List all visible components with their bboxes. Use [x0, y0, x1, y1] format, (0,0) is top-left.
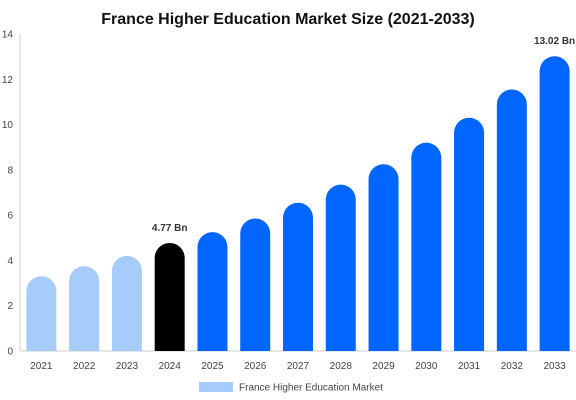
- bar-2031[interactable]: [454, 117, 485, 352]
- legend-label: France Higher Education Market: [239, 383, 383, 394]
- x-tick-label: 2028: [330, 361, 353, 372]
- bar-2022[interactable]: [69, 266, 100, 351]
- x-axis-ticks: 2021 2022 2023 2024 2025 2026 2027 2028 2029 2030…: [30, 361, 566, 372]
- y-tick-label: 6: [7, 211, 13, 222]
- x-tick-label: 2023: [116, 361, 139, 372]
- legend[interactable]: France Higher Education Market: [199, 382, 383, 394]
- y-tick-label: 12: [2, 75, 14, 86]
- y-tick-label: 14: [2, 30, 14, 41]
- chart-title: France Higher Education Market Size (202…: [101, 11, 474, 28]
- x-tick-label: 2024: [159, 361, 182, 372]
- x-tick-label: 2029: [372, 361, 395, 372]
- y-tick-label: 2: [7, 301, 13, 312]
- x-tick-label: 2022: [73, 361, 96, 372]
- bar-2030[interactable]: [411, 142, 442, 351]
- bar-2032[interactable]: [496, 89, 527, 351]
- bar-2026[interactable]: [240, 218, 271, 351]
- x-tick-label: 2031: [458, 361, 481, 372]
- y-tick-label: 10: [2, 120, 14, 131]
- y-tick-label: 4: [7, 256, 13, 267]
- bar-2027[interactable]: [283, 202, 313, 351]
- bar-2033[interactable]: [539, 56, 570, 351]
- x-tick-label: 2021: [30, 361, 53, 372]
- x-tick-label: 2032: [501, 361, 524, 372]
- bar-2028[interactable]: [325, 184, 356, 351]
- data-label-2024: 4.77 Bn: [152, 223, 188, 234]
- x-tick-label: 2027: [287, 361, 310, 372]
- data-label-2033: 13.02 Bn: [534, 36, 575, 47]
- bar-2029[interactable]: [368, 164, 399, 351]
- bar-2021[interactable]: [26, 276, 57, 351]
- y-axis-ticks: 0 2 4 6 8 10 12 14: [2, 30, 14, 358]
- y-tick-label: 8: [7, 165, 13, 176]
- legend-swatch: [199, 382, 233, 392]
- x-tick-label: 2033: [543, 361, 566, 372]
- data-labels: 4.77 Bn 13.02 Bn: [152, 36, 575, 234]
- x-tick-label: 2026: [244, 361, 267, 372]
- bar-2024[interactable]: [154, 242, 185, 351]
- y-tick-label: 0: [7, 347, 13, 358]
- bar-2025[interactable]: [197, 232, 228, 351]
- bar-2023[interactable]: [111, 255, 142, 351]
- x-tick-label: 2030: [415, 361, 438, 372]
- x-tick-label: 2025: [201, 361, 224, 372]
- bars-group: [26, 56, 570, 352]
